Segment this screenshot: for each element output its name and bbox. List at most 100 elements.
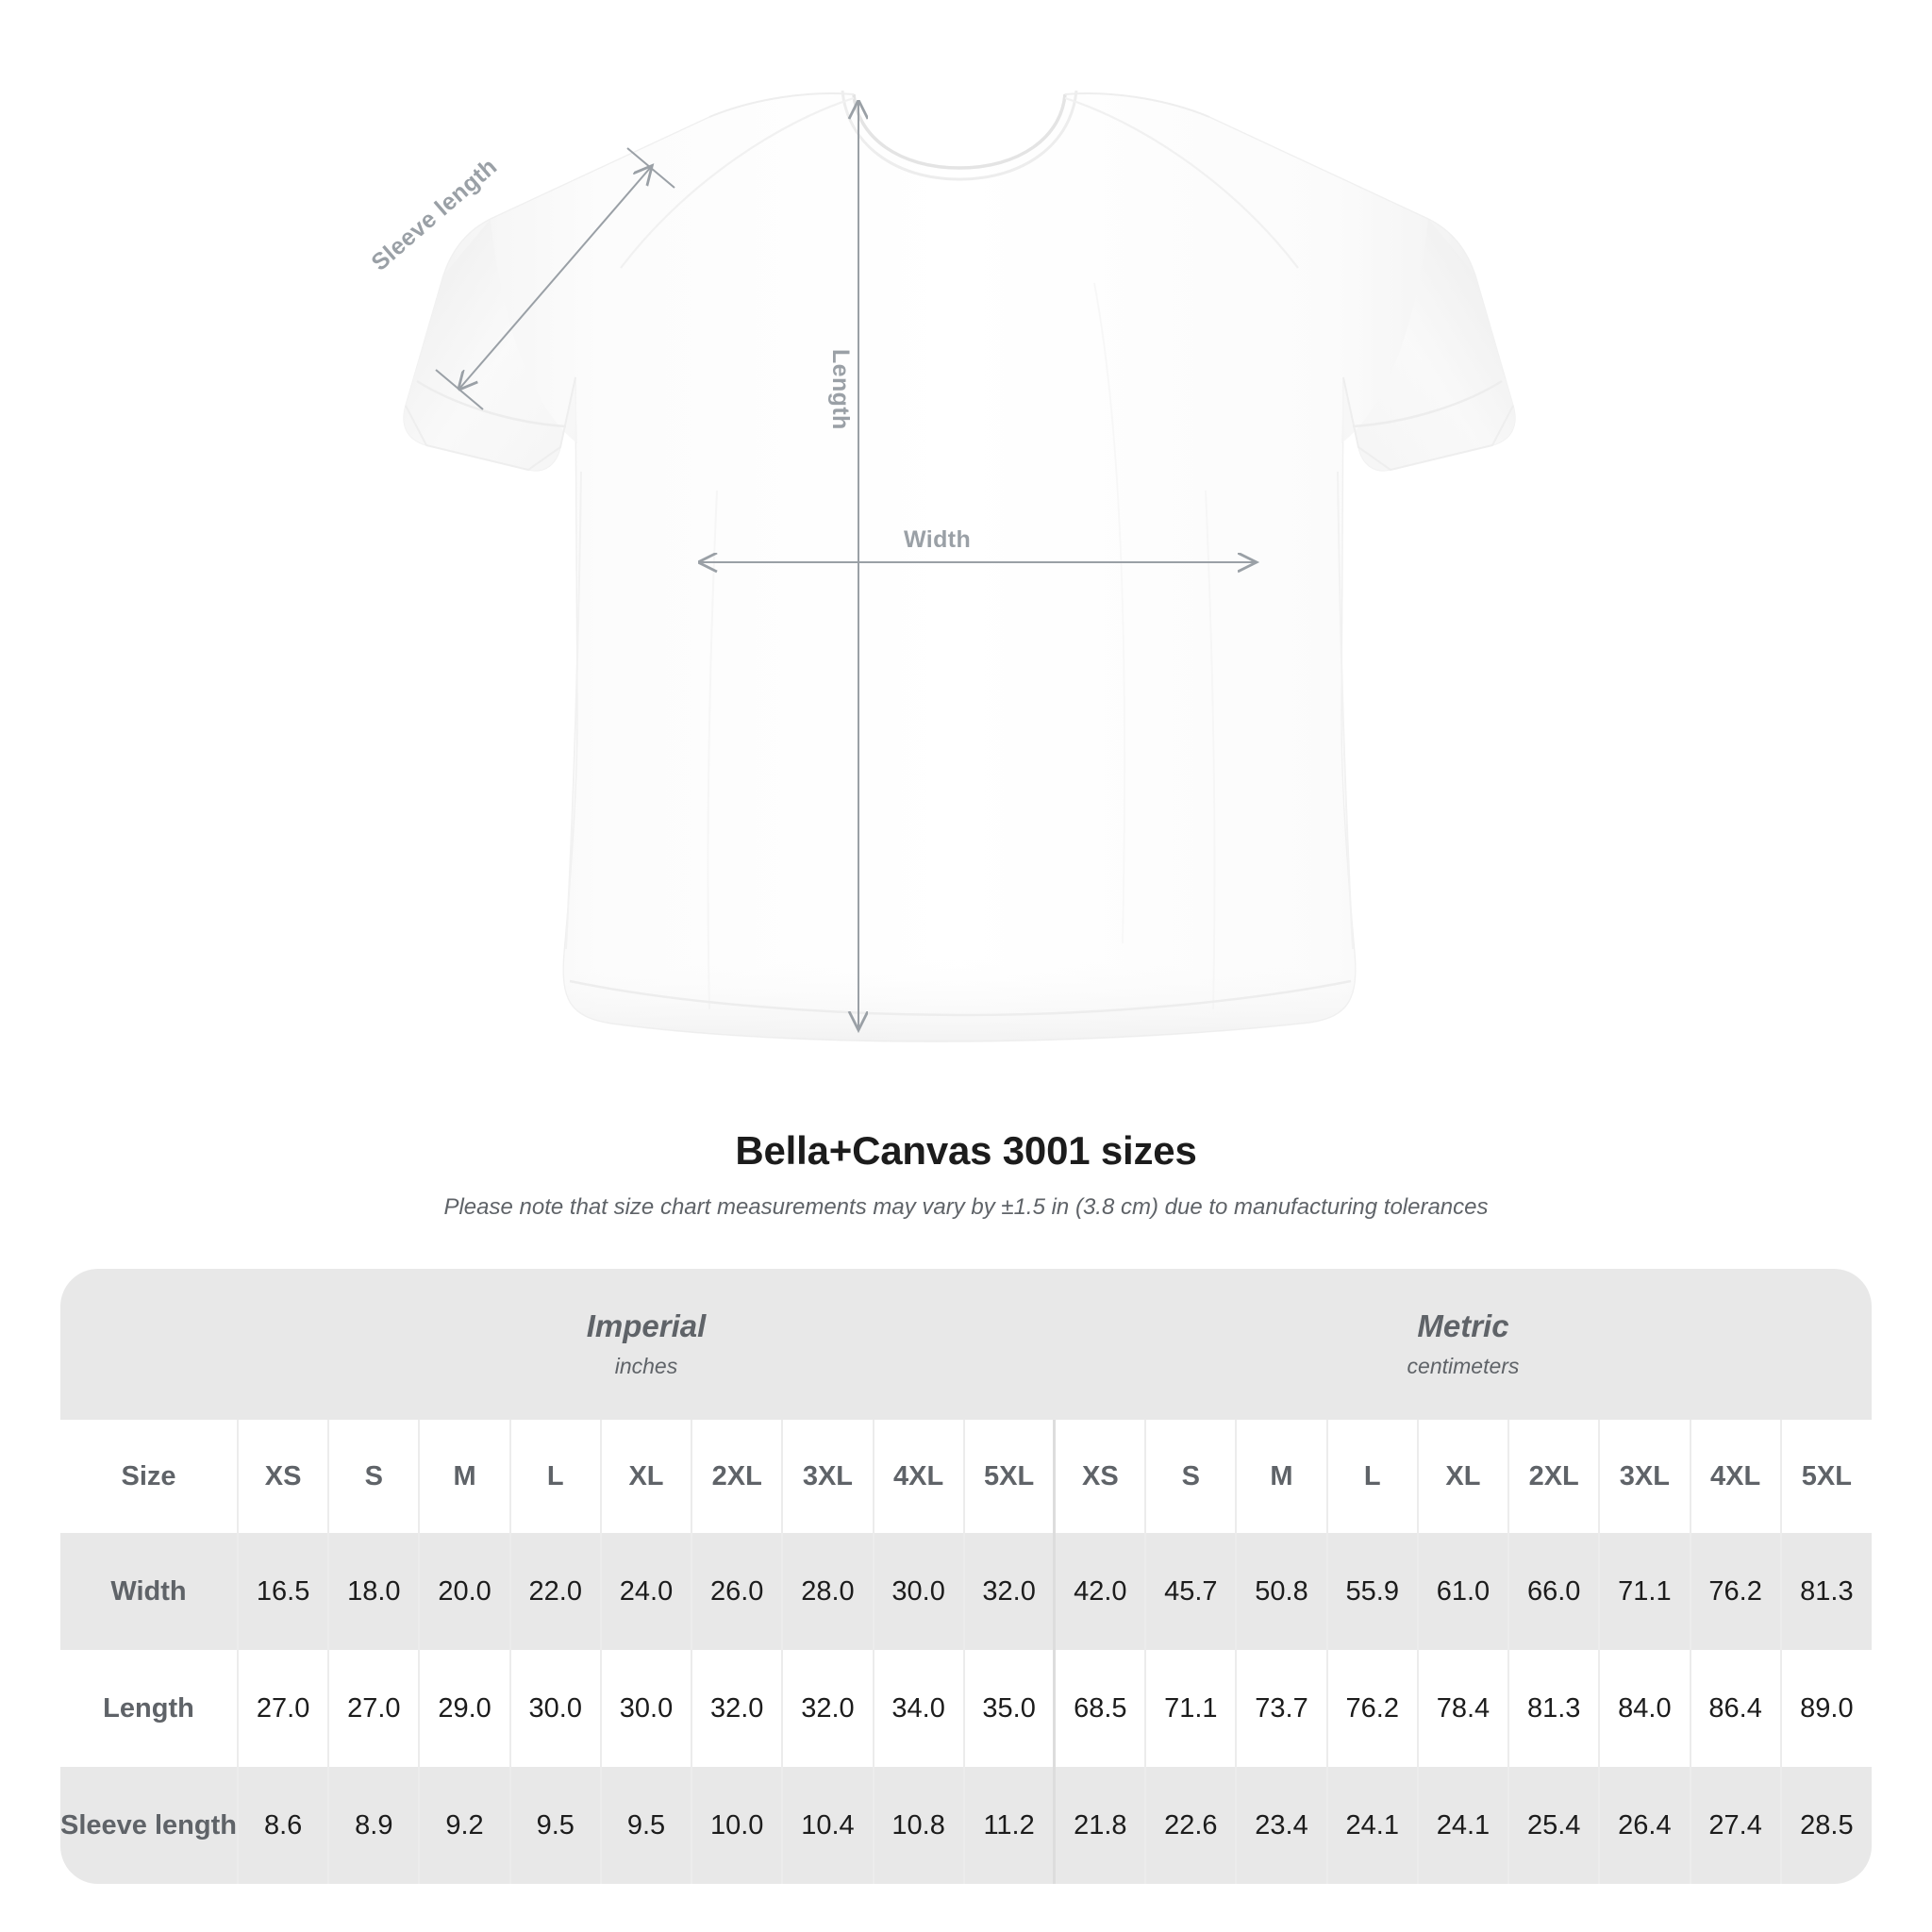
unit-name-metric: Metric — [1417, 1308, 1509, 1344]
size-header-cell: 4XL — [872, 1420, 964, 1533]
table-cell: 20.0 — [418, 1533, 510, 1650]
size-header-cell: 3XL — [1598, 1420, 1690, 1533]
size-header-cell: M — [1235, 1420, 1327, 1533]
table-cell: 24.1 — [1416, 1767, 1509, 1884]
size-header-cell: XL — [599, 1420, 692, 1533]
table-cell: 25.4 — [1507, 1767, 1600, 1884]
table-cell: 81.3 — [1779, 1533, 1872, 1650]
table-cell: 11.2 — [962, 1767, 1055, 1884]
unit-header-spacer — [60, 1269, 238, 1420]
row-label-length: Length — [60, 1650, 238, 1767]
table-cell: 66.0 — [1507, 1533, 1600, 1650]
table-row: Length 27.0 27.0 29.0 30.0 30.0 32.0 32.0 34.0 3… — [60, 1650, 1872, 1767]
table-cell: 81.3 — [1507, 1650, 1600, 1767]
size-header-cell: 5XL — [962, 1420, 1055, 1533]
table-cell: 35.0 — [962, 1650, 1055, 1767]
row-label-sleeve-length: Sleeve length — [60, 1767, 238, 1884]
table-cell: 9.5 — [599, 1767, 692, 1884]
table-cell: 16.5 — [236, 1533, 329, 1650]
table-cell: 32.0 — [691, 1650, 783, 1767]
table-cell: 22.6 — [1144, 1767, 1237, 1884]
table-cell: 23.4 — [1235, 1767, 1327, 1884]
table-cell: 32.0 — [962, 1533, 1055, 1650]
table-cell: 8.6 — [236, 1767, 329, 1884]
size-header-cell: 3XL — [781, 1420, 874, 1533]
size-header-cell: S — [1144, 1420, 1237, 1533]
table-cell: 27.0 — [236, 1650, 329, 1767]
table-cell: 42.0 — [1053, 1533, 1146, 1650]
table-cell: 76.2 — [1689, 1533, 1781, 1650]
table-cell: 45.7 — [1144, 1533, 1237, 1650]
sleeve-length-dimension — [435, 147, 675, 410]
table-cell: 50.8 — [1235, 1533, 1327, 1650]
table-cell: 10.4 — [781, 1767, 874, 1884]
tshirt-diagram-svg — [403, 90, 1516, 1042]
unit-header-metric: Metric centimeters — [1054, 1269, 1872, 1420]
unit-sub-imperial: inches — [614, 1353, 678, 1378]
table-row: Width 16.5 18.0 20.0 22.0 24.0 26.0 28.0 30.0 32… — [60, 1533, 1872, 1650]
size-header-cell: 4XL — [1689, 1420, 1781, 1533]
table-cell: 10.0 — [691, 1767, 783, 1884]
table-cell: 89.0 — [1779, 1650, 1872, 1767]
tshirt-graphic — [403, 90, 1516, 1042]
table-cell: 55.9 — [1325, 1533, 1418, 1650]
length-label: Length — [827, 349, 854, 430]
row-label-width: Width — [60, 1533, 238, 1650]
table-cell: 84.0 — [1598, 1650, 1690, 1767]
table-cell: 71.1 — [1598, 1533, 1690, 1650]
width-label: Width — [904, 526, 972, 553]
table-cell: 73.7 — [1235, 1650, 1327, 1767]
table-row: Sleeve length 8.6 8.9 9.2 9.5 9.5 10.0 10.4 10.… — [60, 1767, 1872, 1884]
page-title: Bella+Canvas 3001 sizes — [735, 1128, 1197, 1173]
table-cell: 30.0 — [599, 1650, 692, 1767]
table-cell: 9.5 — [508, 1767, 601, 1884]
table-cell: 18.0 — [327, 1533, 420, 1650]
size-header-cell: L — [1325, 1420, 1418, 1533]
table-cell: 30.0 — [508, 1650, 601, 1767]
table-cell: 29.0 — [418, 1650, 510, 1767]
size-header-row: Size XS S M L XL 2XL 3XL 4XL 5XL XS S M L XL 2XL 3XL 4XL… — [60, 1420, 1872, 1533]
unit-header-row: Imperial inches Metric centimeters — [60, 1269, 1872, 1420]
page-subtitle: Please note that size chart measurements… — [443, 1194, 1489, 1220]
table-cell: 71.1 — [1144, 1650, 1237, 1767]
table-cell: 78.4 — [1416, 1650, 1509, 1767]
size-header-cell: XS — [1053, 1420, 1146, 1533]
size-header-cell: 2XL — [1507, 1420, 1600, 1533]
table-cell: 28.5 — [1779, 1767, 1872, 1884]
garment-illustration: Sleeve length Length Width — [366, 90, 1516, 1042]
table-cell: 24.1 — [1325, 1767, 1418, 1884]
size-table-container: Imperial inches Metric centimeters Size … — [60, 1269, 1872, 1884]
table-cell: 68.5 — [1053, 1650, 1146, 1767]
table-cell: 27.0 — [327, 1650, 420, 1767]
table-cell: 27.4 — [1689, 1767, 1781, 1884]
size-header-cell: S — [327, 1420, 420, 1533]
table-cell: 10.8 — [872, 1767, 964, 1884]
size-table: Imperial inches Metric centimeters Size … — [60, 1269, 1872, 1884]
table-cell: 8.9 — [327, 1767, 420, 1884]
unit-sub-metric: centimeters — [1407, 1353, 1520, 1378]
table-cell: 28.0 — [781, 1533, 874, 1650]
row-header-size: Size — [60, 1420, 238, 1533]
size-header-cell: XL — [1416, 1420, 1509, 1533]
table-cell: 76.2 — [1325, 1650, 1418, 1767]
size-header-cell: 5XL — [1779, 1420, 1872, 1533]
size-header-cell: XS — [236, 1420, 329, 1533]
table-cell: 26.4 — [1598, 1767, 1690, 1884]
title-block: Bella+Canvas 3001 sizes Please note that… — [0, 1128, 1932, 1221]
table-cell: 22.0 — [508, 1533, 601, 1650]
table-cell: 24.0 — [599, 1533, 692, 1650]
unit-name-imperial: Imperial — [586, 1308, 707, 1344]
unit-header-imperial: Imperial inches — [238, 1269, 1055, 1420]
table-cell: 30.0 — [872, 1533, 964, 1650]
size-header-cell: M — [418, 1420, 510, 1533]
table-cell: 9.2 — [418, 1767, 510, 1884]
table-cell: 61.0 — [1416, 1533, 1509, 1650]
size-header-cell: 2XL — [691, 1420, 783, 1533]
table-cell: 34.0 — [872, 1650, 964, 1767]
table-cell: 21.8 — [1053, 1767, 1146, 1884]
table-cell: 86.4 — [1689, 1650, 1781, 1767]
table-cell: 26.0 — [691, 1533, 783, 1650]
table-cell: 32.0 — [781, 1650, 874, 1767]
size-header-cell: L — [508, 1420, 601, 1533]
